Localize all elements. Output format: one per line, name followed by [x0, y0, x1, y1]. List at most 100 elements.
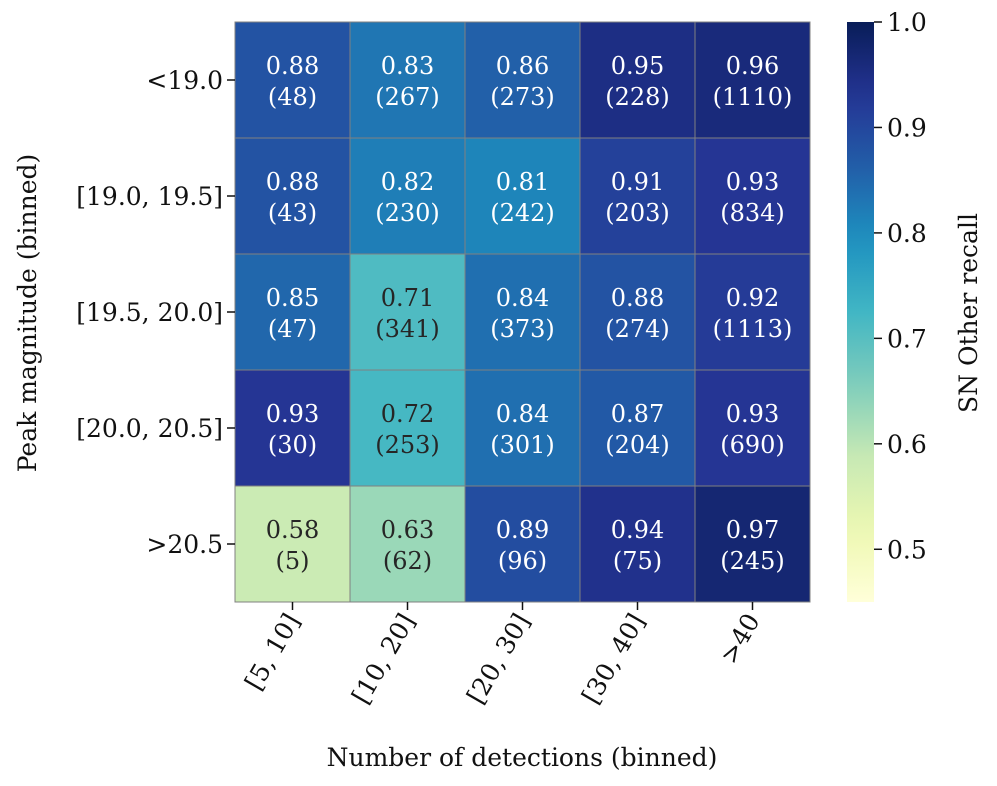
- y-tick-label: <19.0: [146, 66, 223, 95]
- cell-count-label: (301): [490, 431, 555, 459]
- heatmap-cell: [579, 137, 696, 255]
- colorbar-label: SN Other recall: [954, 213, 983, 413]
- cell-count-label: (273): [490, 83, 555, 111]
- colorbar-gradient: [847, 22, 874, 602]
- heatmap-cell: [464, 485, 581, 603]
- x-axis: [5, 10] [10, 20] [20, 30] [30, 40] >40: [239, 602, 766, 709]
- cell-value-label: 0.87: [611, 400, 664, 428]
- cell-value-label: 0.93: [726, 168, 779, 196]
- cell-value-label: 0.86: [496, 52, 549, 80]
- cell-value-label: 0.88: [611, 284, 664, 312]
- cell-value-label: 0.89: [496, 516, 549, 544]
- cell-count-label: (690): [720, 431, 785, 459]
- cell-count-label: (253): [375, 431, 440, 459]
- x-tick-label: [30, 40]: [576, 609, 651, 709]
- heatmap-cell: [349, 369, 466, 487]
- heatmap-cell: [579, 369, 696, 487]
- cell-count-label: (373): [490, 315, 555, 343]
- cell-count-label: (5): [276, 547, 310, 575]
- cell-value-label: 0.81: [496, 168, 549, 196]
- cell-value-label: 0.94: [611, 516, 664, 544]
- heatmap-cell: [234, 137, 351, 255]
- cell-count-label: (203): [605, 199, 670, 227]
- cell-count-label: (1113): [713, 315, 793, 343]
- cell-count-label: (245): [720, 547, 785, 575]
- heatmap-cell: [464, 137, 581, 255]
- x-tick-label: [5, 10]: [239, 609, 306, 695]
- cell-count-label: (834): [720, 199, 785, 227]
- y-tick-label: [19.5, 20.0]: [76, 298, 223, 327]
- heatmap-cell: [579, 485, 696, 603]
- colorbar-tick-label: 0.9: [887, 113, 927, 142]
- heatmap-cell: [694, 137, 811, 255]
- cell-value-label: 0.93: [266, 400, 319, 428]
- cell-value-label: 0.92: [726, 284, 779, 312]
- cell-count-label: (204): [605, 431, 670, 459]
- cell-value-label: 0.82: [381, 168, 434, 196]
- x-axis-label: Number of detections (binned): [327, 743, 718, 772]
- heatmap-cells: [234, 21, 811, 603]
- heatmap-cell: [694, 485, 811, 603]
- heatmap-cell: [234, 485, 351, 603]
- cell-count-label: (230): [375, 199, 440, 227]
- colorbar-tick-label: 0.6: [887, 430, 927, 459]
- cell-value-label: 0.84: [496, 400, 549, 428]
- cell-count-label: (341): [375, 315, 440, 343]
- heatmap-cell: [234, 21, 351, 139]
- cell-value-label: 0.85: [266, 284, 319, 312]
- cell-count-label: (62): [383, 547, 432, 575]
- x-tick-label: [20, 30]: [461, 609, 536, 709]
- heatmap-cell: [464, 21, 581, 139]
- x-tick-label: [10, 20]: [346, 609, 421, 709]
- cell-count-label: (242): [490, 199, 555, 227]
- cell-value-label: 0.88: [266, 168, 319, 196]
- heatmap-cell-labels: 0.88 (48) 0.83 (267) 0.86 (273) 0.95 (228) 0.96 (…: [266, 52, 793, 575]
- cell-count-label: (48): [268, 83, 317, 111]
- heatmap-cell: [579, 253, 696, 371]
- colorbar-tick-label: 0.5: [887, 535, 927, 564]
- cell-value-label: 0.84: [496, 284, 549, 312]
- cell-count-label: (43): [268, 199, 317, 227]
- cell-count-label: (1110): [713, 83, 793, 111]
- heatmap-cell: [464, 253, 581, 371]
- colorbar-tick-label: 0.7: [887, 324, 927, 353]
- heatmap-cell: [234, 253, 351, 371]
- cell-value-label: 0.91: [611, 168, 664, 196]
- cell-count-label: (47): [268, 315, 317, 343]
- y-tick-label: [20.0, 20.5]: [76, 414, 223, 443]
- heatmap-cell: [694, 253, 811, 371]
- cell-count-label: (228): [605, 83, 670, 111]
- heatmap-cell: [234, 369, 351, 487]
- heatmap-cell: [349, 485, 466, 603]
- cell-value-label: 0.95: [611, 52, 664, 80]
- cell-value-label: 0.63: [381, 516, 434, 544]
- colorbar-tick-label: 0.8: [887, 219, 927, 248]
- heatmap-cell: [464, 369, 581, 487]
- x-tick-label: >40: [714, 609, 765, 669]
- colorbar: 0.5 0.6 0.7 0.8 0.9 1.0: [847, 8, 927, 602]
- y-axis-label: Peak magnitude (binned): [13, 154, 42, 473]
- y-axis: <19.0 [19.0, 19.5] [19.5, 20.0] [20.0, 20.5…: [76, 66, 235, 559]
- cell-value-label: 0.96: [726, 52, 779, 80]
- cell-value-label: 0.97: [726, 516, 779, 544]
- heatmap-cell: [579, 21, 696, 139]
- cell-count-label: (75): [613, 547, 662, 575]
- heatmap-cell: [694, 369, 811, 487]
- cell-count-label: (274): [605, 315, 670, 343]
- heatmap-cell: [349, 137, 466, 255]
- cell-value-label: 0.71: [381, 284, 434, 312]
- cell-count-label: (267): [375, 83, 440, 111]
- heatmap-cell: [694, 21, 811, 139]
- heatmap-cell: [349, 253, 466, 371]
- cell-value-label: 0.58: [266, 516, 319, 544]
- cell-count-label: (30): [268, 431, 317, 459]
- heatmap-cell: [349, 21, 466, 139]
- cell-value-label: 0.93: [726, 400, 779, 428]
- cell-value-label: 0.72: [381, 400, 434, 428]
- cell-value-label: 0.88: [266, 52, 319, 80]
- cell-count-label: (96): [498, 547, 547, 575]
- colorbar-tick-label: 1.0: [887, 8, 927, 37]
- y-tick-label: >20.5: [146, 530, 223, 559]
- y-tick-label: [19.0, 19.5]: [76, 182, 223, 211]
